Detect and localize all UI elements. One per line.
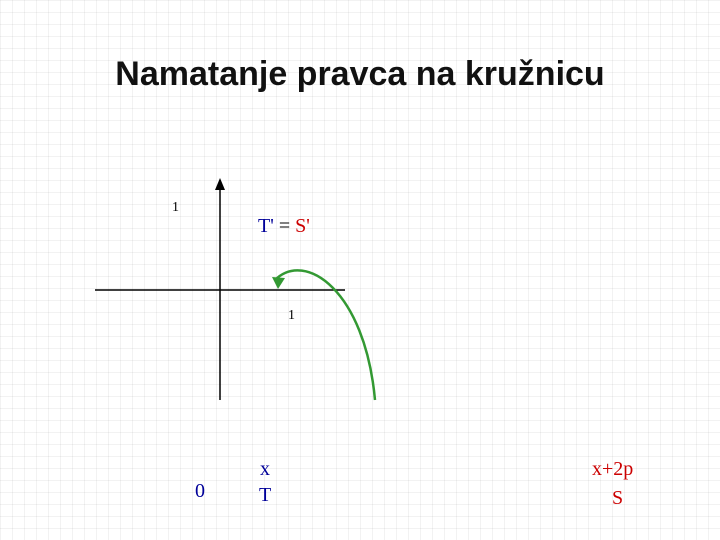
slide: Namatanje pravca na kružnicu 1 1 T' = S'…	[0, 0, 720, 540]
axis-label-x-one: 1	[288, 308, 295, 324]
label-x-plus-2: x+2	[592, 458, 623, 480]
equals-sign: =	[274, 215, 295, 237]
label-T: T	[259, 484, 271, 507]
t-prime: T'	[258, 215, 274, 237]
green-arc-arrow	[272, 277, 285, 289]
label-pi: p	[623, 458, 633, 480]
label-zero: 0	[195, 480, 205, 503]
label-S: S	[612, 487, 623, 510]
s-prime: S'	[295, 215, 310, 237]
label-x-plus-2pi: x+2p	[592, 458, 633, 481]
t-prime-equals-s-prime: T' = S'	[258, 215, 310, 238]
label-x: x	[260, 458, 270, 481]
y-axis-arrow	[215, 178, 225, 190]
axis-label-y-one: 1	[172, 200, 179, 216]
